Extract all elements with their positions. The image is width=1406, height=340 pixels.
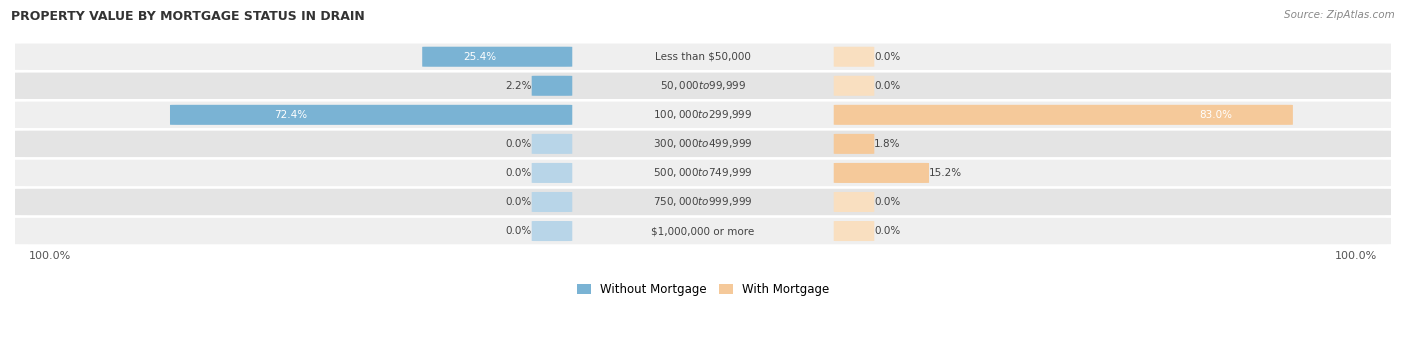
Text: 0.0%: 0.0% bbox=[875, 197, 901, 207]
Text: 0.0%: 0.0% bbox=[875, 226, 901, 236]
Text: 100.0%: 100.0% bbox=[28, 251, 72, 261]
FancyBboxPatch shape bbox=[8, 218, 1398, 244]
Text: Source: ZipAtlas.com: Source: ZipAtlas.com bbox=[1284, 10, 1395, 20]
Text: $1,000,000 or more: $1,000,000 or more bbox=[651, 226, 755, 236]
Text: 15.2%: 15.2% bbox=[929, 168, 962, 178]
FancyBboxPatch shape bbox=[531, 76, 572, 96]
FancyBboxPatch shape bbox=[834, 47, 875, 67]
FancyBboxPatch shape bbox=[8, 189, 1398, 215]
FancyBboxPatch shape bbox=[8, 160, 1398, 186]
Text: 25.4%: 25.4% bbox=[463, 52, 496, 62]
Text: 100.0%: 100.0% bbox=[1334, 251, 1378, 261]
FancyBboxPatch shape bbox=[531, 163, 572, 183]
FancyBboxPatch shape bbox=[531, 192, 572, 212]
Text: 0.0%: 0.0% bbox=[875, 81, 901, 91]
Text: $100,000 to $299,999: $100,000 to $299,999 bbox=[654, 108, 752, 121]
Text: 0.0%: 0.0% bbox=[505, 197, 531, 207]
Text: 83.0%: 83.0% bbox=[1199, 110, 1233, 120]
FancyBboxPatch shape bbox=[8, 131, 1398, 157]
FancyBboxPatch shape bbox=[422, 47, 572, 67]
Text: Less than $50,000: Less than $50,000 bbox=[655, 52, 751, 62]
Text: PROPERTY VALUE BY MORTGAGE STATUS IN DRAIN: PROPERTY VALUE BY MORTGAGE STATUS IN DRA… bbox=[11, 10, 366, 23]
Text: 0.0%: 0.0% bbox=[505, 139, 531, 149]
FancyBboxPatch shape bbox=[834, 76, 875, 96]
Text: $750,000 to $999,999: $750,000 to $999,999 bbox=[654, 195, 752, 208]
Text: 0.0%: 0.0% bbox=[505, 226, 531, 236]
Legend: Without Mortgage, With Mortgage: Without Mortgage, With Mortgage bbox=[572, 278, 834, 301]
Text: $50,000 to $99,999: $50,000 to $99,999 bbox=[659, 79, 747, 92]
Text: 72.4%: 72.4% bbox=[274, 110, 307, 120]
FancyBboxPatch shape bbox=[834, 163, 929, 183]
Text: $500,000 to $749,999: $500,000 to $749,999 bbox=[654, 167, 752, 180]
FancyBboxPatch shape bbox=[834, 134, 875, 154]
Text: $300,000 to $499,999: $300,000 to $499,999 bbox=[654, 137, 752, 150]
FancyBboxPatch shape bbox=[8, 72, 1398, 99]
FancyBboxPatch shape bbox=[170, 105, 572, 125]
FancyBboxPatch shape bbox=[834, 221, 875, 241]
FancyBboxPatch shape bbox=[531, 221, 572, 241]
Text: 1.8%: 1.8% bbox=[875, 139, 901, 149]
FancyBboxPatch shape bbox=[8, 44, 1398, 70]
FancyBboxPatch shape bbox=[8, 102, 1398, 128]
Text: 0.0%: 0.0% bbox=[875, 52, 901, 62]
FancyBboxPatch shape bbox=[834, 105, 1294, 125]
FancyBboxPatch shape bbox=[834, 192, 875, 212]
FancyBboxPatch shape bbox=[531, 134, 572, 154]
Text: 0.0%: 0.0% bbox=[505, 168, 531, 178]
Text: 2.2%: 2.2% bbox=[505, 81, 531, 91]
